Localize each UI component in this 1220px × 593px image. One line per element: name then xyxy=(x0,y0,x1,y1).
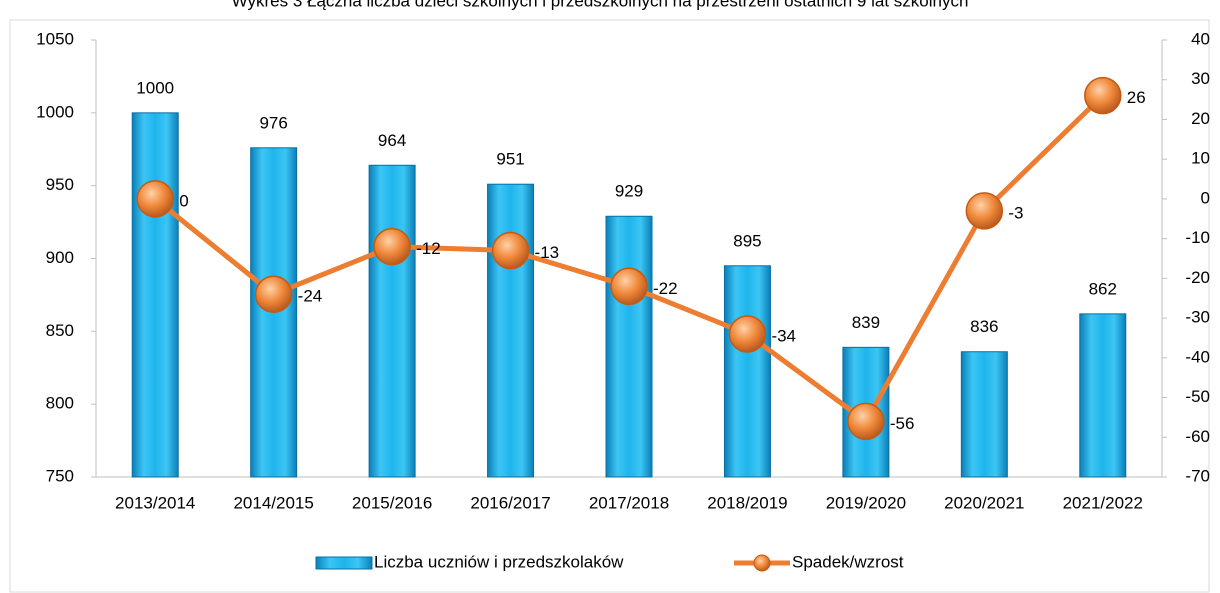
x-tick-label: 2019/2020 xyxy=(826,493,906,512)
line-value-label: -56 xyxy=(890,414,915,433)
bar-value-label: 929 xyxy=(615,182,643,201)
line-value-label: -24 xyxy=(298,287,323,306)
y2-tick-label: 40 xyxy=(1191,29,1210,48)
x-tick-label: 2016/2017 xyxy=(470,493,550,512)
x-tick-label: 2015/2016 xyxy=(352,493,432,512)
y2-tick-label: -50 xyxy=(1185,387,1210,406)
bar-value-label: 1000 xyxy=(136,78,174,97)
bar xyxy=(960,351,1008,478)
y-tick-label: 850 xyxy=(46,321,74,340)
x-tick-label: 2018/2019 xyxy=(707,493,787,512)
bar-value-label: 964 xyxy=(378,131,406,150)
legend-swatch xyxy=(753,554,771,572)
line-marker xyxy=(254,275,293,314)
y2-tick-label: 10 xyxy=(1191,149,1210,168)
line-value-label: 26 xyxy=(1127,88,1146,107)
bar-value-label: 839 xyxy=(852,313,880,332)
bar-value-label: 976 xyxy=(259,113,287,132)
bar-value-label: 862 xyxy=(1089,279,1117,298)
y2-tick-label: 20 xyxy=(1191,109,1210,128)
y2-tick-label: -20 xyxy=(1185,268,1210,287)
chart-title: Wykres 3 Łączna liczba dzieci szkolnych … xyxy=(232,0,969,10)
line-value-label: -12 xyxy=(416,239,441,258)
bar xyxy=(131,112,179,478)
y-tick-label: 900 xyxy=(46,248,74,267)
line-marker xyxy=(136,180,174,218)
line-marker xyxy=(1084,76,1122,115)
bar xyxy=(487,183,535,478)
bar-value-label: 951 xyxy=(496,150,524,169)
bar xyxy=(723,265,771,478)
bar xyxy=(605,215,653,478)
y2-tick-label: -60 xyxy=(1185,427,1210,446)
line-marker xyxy=(847,402,885,441)
line-marker xyxy=(965,192,1004,230)
legend-label: Spadek/wzrost xyxy=(792,552,904,571)
y2-tick-label: 30 xyxy=(1191,69,1210,88)
x-tick-label: 2013/2014 xyxy=(115,493,195,512)
bar-value-label: 836 xyxy=(970,317,998,336)
y-tick-label: 950 xyxy=(46,175,74,194)
y2-tick-label: -40 xyxy=(1185,347,1210,366)
y2-tick-label: -30 xyxy=(1185,308,1210,327)
legend-label: Liczba uczniów i przedszkolaków xyxy=(374,552,624,571)
y2-tick-label: -10 xyxy=(1185,228,1210,247)
line-marker xyxy=(728,315,767,353)
line-marker xyxy=(373,227,411,266)
bar xyxy=(368,164,416,478)
line-value-label: 0 xyxy=(179,191,188,210)
y2-tick-label: -70 xyxy=(1185,466,1210,485)
bar xyxy=(250,147,298,478)
x-tick-label: 2020/2021 xyxy=(944,493,1024,512)
bar xyxy=(1079,313,1127,478)
x-tick-label: 2021/2022 xyxy=(1063,493,1143,512)
x-tick-label: 2017/2018 xyxy=(589,493,669,512)
line-marker xyxy=(491,231,530,270)
y-tick-label: 1000 xyxy=(36,102,74,121)
bar-value-label: 895 xyxy=(733,231,761,250)
line-value-label: -34 xyxy=(771,326,796,345)
y-tick-label: 800 xyxy=(46,394,74,413)
y-tick-label: 1050 xyxy=(36,29,74,48)
x-tick-label: 2014/2015 xyxy=(233,493,313,512)
line-marker xyxy=(610,267,648,306)
line-value-label: -3 xyxy=(1008,203,1023,222)
line-value-label: -13 xyxy=(535,243,560,262)
legend-swatch xyxy=(315,556,373,570)
line-value-label: -22 xyxy=(653,279,678,298)
y2-tick-label: 0 xyxy=(1201,188,1210,207)
y-tick-label: 750 xyxy=(46,466,74,485)
